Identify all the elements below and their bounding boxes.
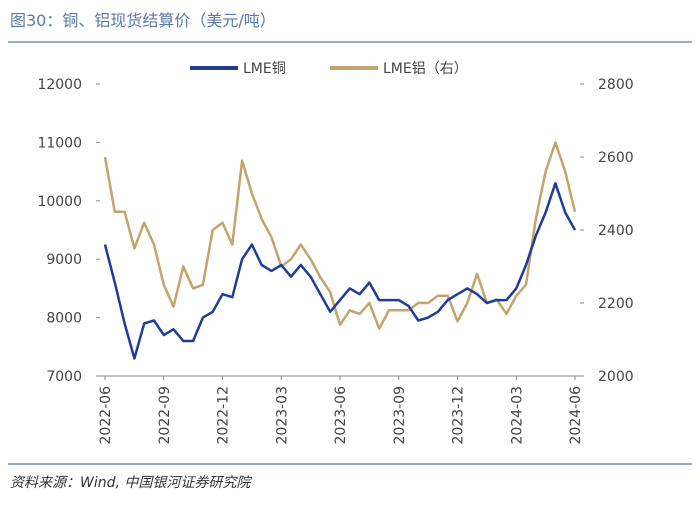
y-tick-label: 8000 [46, 311, 82, 327]
y2-tick-label: 2600 [598, 150, 634, 166]
y-tick-label: 12000 [37, 77, 82, 93]
x-tick-label: 2024-03 [509, 386, 525, 445]
chart-title: 图30：铜、铝现货结算价（美元/吨） [10, 11, 276, 30]
legend-label: LME铜 [243, 61, 286, 77]
x-tick-label: 2022-06 [98, 386, 114, 445]
x-tick-label: 2022-09 [157, 386, 173, 445]
x-tick-label: 2023-09 [392, 386, 408, 445]
y2-tick-label: 2200 [598, 296, 634, 312]
x-tick-label: 2023-12 [451, 386, 467, 445]
x-tick-label: 2024-06 [568, 386, 584, 445]
y-tick-label: 9000 [46, 252, 82, 268]
legend-label: LME铝（右） [383, 61, 468, 77]
source-note: 资料来源：Wind, 中国银河证券研究院 [10, 475, 252, 491]
x-tick-label: 2023-03 [274, 386, 290, 445]
x-tick-label: 2022-12 [216, 386, 232, 445]
y-tick-label: 10000 [37, 194, 82, 210]
x-tick-label: 2023-06 [333, 386, 349, 445]
y2-tick-label: 2400 [598, 223, 634, 239]
y-tick-label: 11000 [37, 135, 82, 151]
y-tick-label: 7000 [46, 369, 82, 385]
y2-tick-label: 2800 [598, 77, 634, 93]
series-line [103, 182, 577, 360]
y2-tick-label: 2000 [598, 369, 634, 385]
